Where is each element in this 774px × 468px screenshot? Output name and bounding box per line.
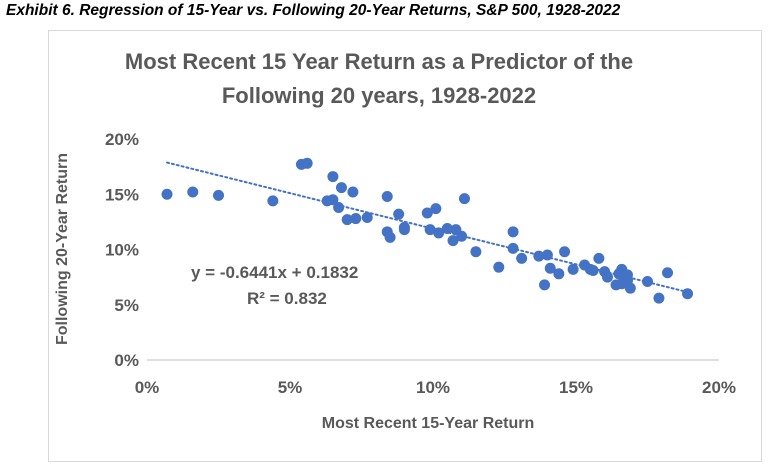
data-point <box>624 282 636 294</box>
data-point <box>458 193 470 205</box>
y-tick-label: 0% <box>114 351 139 370</box>
data-point <box>567 263 579 275</box>
data-point <box>533 250 545 262</box>
data-point <box>544 262 556 274</box>
data-point <box>393 208 405 220</box>
x-tick-labels: 0% 5% 10% 15% 20% <box>135 378 736 397</box>
data-point <box>421 207 433 219</box>
data-point <box>507 226 519 238</box>
data-point <box>301 157 313 169</box>
data-point <box>350 213 362 225</box>
data-point <box>593 252 605 264</box>
x-tick-label: 5% <box>278 378 303 397</box>
data-point <box>424 224 436 236</box>
y-tick-label: 20% <box>105 130 139 149</box>
data-points <box>161 157 694 304</box>
data-point <box>441 223 453 235</box>
chart-title-line-2: Following 20 years, 1928-2022 <box>222 83 536 108</box>
data-point <box>507 242 519 254</box>
x-tick-label: 0% <box>135 378 160 397</box>
r-squared-label: R² = 0.832 <box>247 289 327 308</box>
data-point <box>587 264 599 276</box>
data-point <box>541 249 553 261</box>
y-tick-label: 5% <box>114 296 139 315</box>
data-point <box>493 261 505 273</box>
data-point <box>335 182 347 194</box>
data-point <box>347 186 359 198</box>
data-point <box>333 202 345 214</box>
data-point <box>539 279 551 291</box>
data-point <box>470 246 482 258</box>
data-point <box>361 211 373 223</box>
data-point <box>682 288 694 300</box>
data-point <box>267 195 279 207</box>
x-axis-label: Most Recent 15-Year Return <box>322 415 535 432</box>
data-point <box>433 227 445 239</box>
y-tick-label: 10% <box>105 241 139 260</box>
regression-equation: y = -0.6441x + 0.1832 <box>191 263 358 282</box>
x-tick-label: 10% <box>416 378 450 397</box>
data-point <box>516 252 528 264</box>
data-point <box>161 188 173 200</box>
data-point <box>430 203 442 215</box>
data-point <box>601 271 613 283</box>
data-point <box>642 276 653 288</box>
chart-frame: Most Recent 15 Year Return as a Predicto… <box>48 30 762 462</box>
data-point <box>398 224 410 236</box>
y-tick-label: 15% <box>105 185 139 204</box>
exhibit-title: Exhibit 6. Regression of 15-Year vs. Fol… <box>6 2 621 19</box>
data-point <box>341 214 353 226</box>
x-tick-label: 20% <box>702 378 736 397</box>
data-point <box>327 194 339 206</box>
y-axis-label: Following 20-Year Return <box>54 153 71 345</box>
data-point <box>213 189 224 201</box>
scatter-chart: Most Recent 15 Year Return as a Predicto… <box>54 49 736 432</box>
data-point <box>653 292 665 304</box>
data-point <box>447 235 459 247</box>
data-point <box>381 190 393 202</box>
data-point <box>621 269 633 281</box>
data-point <box>456 230 468 242</box>
x-tick-label: 15% <box>559 378 593 397</box>
data-point <box>553 268 565 280</box>
chart-title-line-1: Most Recent 15 Year Return as a Predicto… <box>125 49 633 74</box>
data-point <box>662 267 674 279</box>
data-point <box>187 186 199 198</box>
data-point <box>327 171 339 183</box>
y-tick-labels: 0% 5% 10% 15% 20% <box>105 130 139 370</box>
data-point <box>384 231 396 243</box>
data-point <box>559 246 571 258</box>
